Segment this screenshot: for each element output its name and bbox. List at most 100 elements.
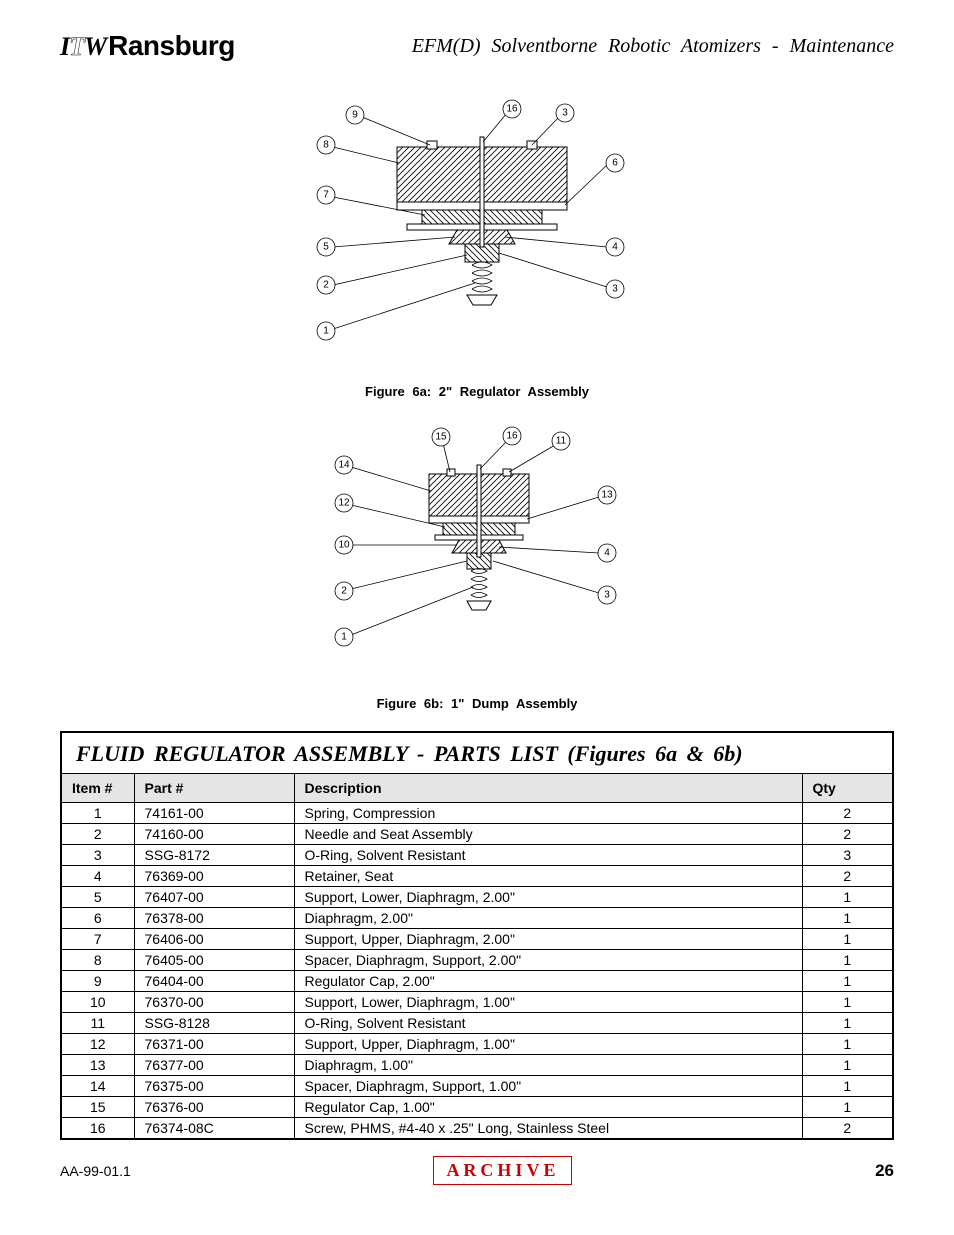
col-header-item: Item #: [62, 774, 134, 803]
table-cell: Support, Lower, Diaphragm, 1.00": [294, 992, 802, 1013]
table-row: 576407-00Support, Lower, Diaphragm, 2.00…: [62, 887, 892, 908]
table-cell: SSG-8172: [134, 845, 294, 866]
svg-text:14: 14: [338, 460, 350, 471]
table-row: 1676374-08CScrew, PHMS, #4-40 x .25" Lon…: [62, 1118, 892, 1139]
parts-list-table: FLUID REGULATOR ASSEMBLY - PARTS LIST (F…: [60, 731, 894, 1140]
callout-15: 15: [432, 428, 450, 472]
archive-stamp: ARCHIVE: [433, 1156, 572, 1185]
callout-4: 4: [505, 237, 624, 256]
table-cell: 2: [802, 1118, 892, 1139]
figure-6b: 15 16 11 14 12 10: [60, 419, 894, 711]
svg-text:3: 3: [562, 108, 568, 119]
table-header-row: Item # Part # Description Qty: [62, 774, 892, 803]
table-cell: 5: [62, 887, 134, 908]
logo-itw: ITW: [60, 32, 106, 62]
table-cell: 1: [802, 908, 892, 929]
callout-13: 13: [527, 486, 616, 519]
svg-text:3: 3: [612, 284, 618, 295]
callout-3: 3: [499, 253, 624, 298]
table-cell: 2: [802, 866, 892, 887]
svg-text:16: 16: [506, 104, 518, 115]
col-header-part: Part #: [134, 774, 294, 803]
parts-table: Item # Part # Description Qty 174161-00S…: [62, 774, 892, 1138]
table-cell: 76404-00: [134, 971, 294, 992]
callout-1: 1: [317, 283, 475, 340]
table-cell: 11: [62, 1013, 134, 1034]
table-row: 1476375-00Spacer, Diaphragm, Support, 1.…: [62, 1076, 892, 1097]
col-header-desc: Description: [294, 774, 802, 803]
svg-text:12: 12: [338, 498, 350, 509]
svg-text:3: 3: [604, 590, 610, 601]
table-cell: O-Ring, Solvent Resistant: [294, 1013, 802, 1034]
figure-6a-caption: Figure 6a: 2" Regulator Assembly: [60, 384, 894, 399]
svg-text:2: 2: [323, 280, 329, 291]
table-cell: 76375-00: [134, 1076, 294, 1097]
svg-text:15: 15: [435, 432, 447, 443]
table-cell: 76369-00: [134, 866, 294, 887]
table-cell: Needle and Seat Assembly: [294, 824, 802, 845]
callout-6: 6: [565, 154, 624, 205]
table-cell: 2: [62, 824, 134, 845]
svg-text:9: 9: [352, 110, 358, 121]
col-header-qty: Qty: [802, 774, 892, 803]
table-cell: 6: [62, 908, 134, 929]
table-cell: Regulator Cap, 2.00": [294, 971, 802, 992]
table-cell: 1: [802, 950, 892, 971]
table-cell: SSG-8128: [134, 1013, 294, 1034]
figure-6b-caption: Figure 6b: 1" Dump Assembly: [60, 696, 894, 711]
table-row: 1576376-00Regulator Cap, 1.00"1: [62, 1097, 892, 1118]
table-cell: 4: [62, 866, 134, 887]
page-header: ITW Ransburg EFM(D) Solventborne Robotic…: [60, 30, 894, 62]
table-cell: 76370-00: [134, 992, 294, 1013]
table-cell: 1: [802, 1034, 892, 1055]
table-cell: 3: [62, 845, 134, 866]
table-cell: 1: [802, 1097, 892, 1118]
table-cell: 1: [802, 992, 892, 1013]
table-cell: Support, Upper, Diaphragm, 1.00": [294, 1034, 802, 1055]
doc-id: AA-99-01.1: [60, 1163, 131, 1179]
table-cell: 7: [62, 929, 134, 950]
callout-2: 2: [317, 255, 467, 294]
table-cell: 8: [62, 950, 134, 971]
table-cell: 16: [62, 1118, 134, 1139]
callout-14: 14: [335, 456, 431, 491]
table-row: 776406-00Support, Upper, Diaphragm, 2.00…: [62, 929, 892, 950]
table-cell: Support, Upper, Diaphragm, 2.00": [294, 929, 802, 950]
figure-6b-diagram: 15 16 11 14 12 10: [317, 419, 637, 679]
table-row: 1276371-00Support, Upper, Diaphragm, 1.0…: [62, 1034, 892, 1055]
table-cell: 76407-00: [134, 887, 294, 908]
svg-text:10: 10: [338, 540, 350, 551]
table-title: FLUID REGULATOR ASSEMBLY - PARTS LIST (F…: [62, 733, 892, 774]
page: ITW Ransburg EFM(D) Solventborne Robotic…: [0, 0, 954, 1215]
figure-6a: 9 16 3 8 7 5: [60, 87, 894, 399]
table-cell: 3: [802, 845, 892, 866]
table-cell: Spring, Compression: [294, 803, 802, 824]
table-row: 876405-00Spacer, Diaphragm, Support, 2.0…: [62, 950, 892, 971]
table-cell: 1: [802, 929, 892, 950]
svg-text:4: 4: [612, 242, 618, 253]
svg-text:7: 7: [323, 190, 329, 201]
table-row: 174161-00Spring, Compression2: [62, 803, 892, 824]
brand-logo: ITW Ransburg: [60, 30, 235, 62]
table-cell: 1: [62, 803, 134, 824]
callout-5: 5: [317, 237, 455, 256]
svg-text:8: 8: [323, 140, 329, 151]
table-cell: 1: [802, 1076, 892, 1097]
table-cell: 14: [62, 1076, 134, 1097]
table-cell: 76371-00: [134, 1034, 294, 1055]
svg-text:5: 5: [323, 242, 329, 253]
callout-16: 16: [483, 100, 521, 142]
table-cell: 1: [802, 971, 892, 992]
table-cell: 76377-00: [134, 1055, 294, 1076]
table-cell: 2: [802, 803, 892, 824]
table-cell: Support, Lower, Diaphragm, 2.00": [294, 887, 802, 908]
table-cell: 76405-00: [134, 950, 294, 971]
table-row: 676378-00Diaphragm, 2.00"1: [62, 908, 892, 929]
table-cell: 13: [62, 1055, 134, 1076]
table-cell: 2: [802, 824, 892, 845]
page-footer: AA-99-01.1 ARCHIVE 26: [60, 1156, 894, 1185]
table-cell: Diaphragm, 1.00": [294, 1055, 802, 1076]
table-row: 1376377-00Diaphragm, 1.00"1: [62, 1055, 892, 1076]
svg-text:16: 16: [506, 431, 518, 442]
svg-text:1: 1: [341, 632, 347, 643]
